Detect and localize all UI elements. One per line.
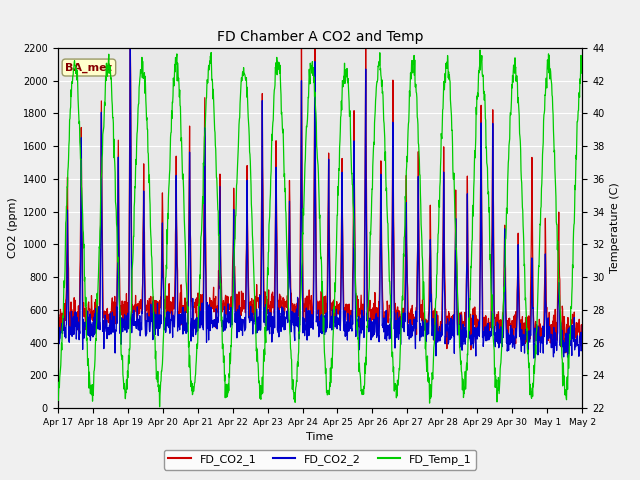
Y-axis label: CO2 (ppm): CO2 (ppm) [8, 198, 17, 258]
X-axis label: Time: Time [307, 432, 333, 442]
Text: BA_met: BA_met [65, 62, 113, 72]
Title: FD Chamber A CO2 and Temp: FD Chamber A CO2 and Temp [217, 30, 423, 44]
Y-axis label: Temperature (C): Temperature (C) [610, 182, 620, 274]
Legend: FD_CO2_1, FD_CO2_2, FD_Temp_1: FD_CO2_1, FD_CO2_2, FD_Temp_1 [164, 450, 476, 469]
